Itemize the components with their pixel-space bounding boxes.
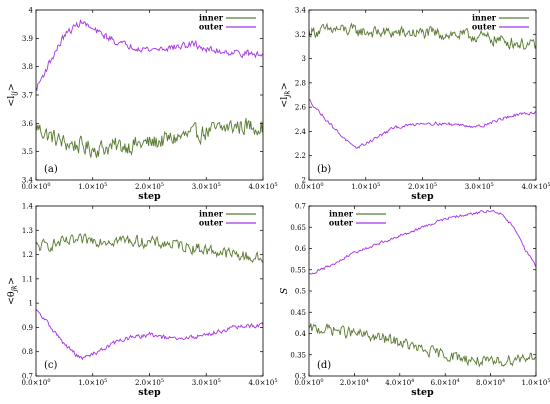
y-tick-label: 0.45: [290, 309, 306, 317]
legend-label-inner: inner: [199, 209, 224, 219]
x-tick-label: 3.0×105: [192, 378, 221, 387]
x-tick-label: 6.0×104: [431, 378, 460, 387]
y-tick-label: 2: [302, 177, 306, 185]
chart-panel-2: 2 2.2 2.4 2.6 2.8 3 3.2 3.4 0.0×100 1.0×105 2.0×10…: [279, 7, 550, 203]
y-tick-label: 2.6: [295, 104, 307, 112]
x-tick-label: 0.0×100: [294, 378, 323, 387]
series-line-inner: [309, 323, 536, 368]
series-line-outer: [309, 98, 536, 149]
x-tick-label: 2.0×105: [408, 182, 437, 191]
series-line-outer: [309, 209, 536, 275]
x-tick-label: 4.0×105: [248, 378, 277, 387]
x-tick-label: 0.0×100: [21, 378, 50, 387]
chart-panel-4: 0.3 0.35 0.4 0.45 0.5 0.55 0.6 0.65 0.7 0.0×100 2.…: [279, 203, 550, 399]
legend-label-outer: outer: [199, 22, 224, 32]
x-tick-label: 8.0×104: [476, 378, 505, 387]
legend-label-outer: outer: [472, 22, 497, 32]
legend-label-inner: inner: [329, 209, 354, 219]
y-tick-label: 3.4: [295, 7, 307, 15]
plot-frame: [35, 205, 264, 377]
chart-panel-1: 3.4 3.5 3.6 3.7 3.8 3.9 4 0.0×100 1.0×105 2.0×105…: [6, 7, 278, 203]
x-tick-label: 0.0×100: [294, 182, 323, 191]
x-axis-label: step: [138, 387, 161, 398]
y-tick-label: 1.1: [22, 275, 33, 283]
y-axis-label: <lij>: [6, 83, 19, 106]
x-axis-label: step: [138, 191, 161, 202]
legend-label-inner: inner: [199, 13, 224, 23]
series-line-inner: [309, 22, 536, 51]
y-tick-label: 3: [302, 55, 306, 63]
panel-label: (d): [317, 360, 331, 371]
y-tick-label: 0.8: [22, 348, 33, 356]
x-tick-label: 2.0×105: [135, 378, 164, 387]
x-tick-label: 4.0×104: [385, 378, 414, 387]
y-tick-label: 3.9: [22, 35, 33, 43]
y-tick-label: 1.2: [22, 251, 33, 259]
y-tick-label: 0.35: [290, 351, 306, 359]
plot-frame: [35, 9, 264, 181]
y-tick-label: 0.55: [290, 266, 306, 274]
x-tick-label: 1.0×105: [351, 182, 380, 191]
y-tick-label: 3.6: [22, 120, 34, 128]
y-tick-label: 0.65: [290, 224, 306, 232]
y-tick-label: 0.3: [295, 373, 306, 381]
series-line-inner: [36, 233, 263, 264]
y-tick-label: 2.8: [295, 79, 306, 87]
x-tick-label: 4.0×105: [521, 182, 550, 191]
legend-label-outer: outer: [199, 218, 224, 228]
y-tick-label: 2.2: [295, 152, 306, 160]
y-tick-label: 3.2: [295, 31, 306, 39]
x-tick-label: 3.0×105: [465, 182, 494, 191]
y-tick-label: 0.4: [295, 330, 307, 338]
x-tick-label: 3.0×105: [192, 182, 221, 191]
legend-label-outer: outer: [329, 218, 354, 228]
plot-frame: [308, 205, 537, 377]
panel-label: (b): [317, 164, 331, 175]
y-tick-label: 4: [29, 7, 34, 15]
chart-panel-3: 0.7 0.8 0.9 1 1.1 1.2 1.3 1.4 0.0×100 1.0×105 2.0×…: [6, 203, 278, 399]
y-tick-label: 1.3: [22, 227, 33, 235]
x-tick-label: 2.0×105: [135, 182, 164, 191]
y-tick-label: 0.7: [295, 203, 306, 211]
y-tick-label: 0.7: [22, 373, 33, 381]
x-axis-label: step: [411, 191, 434, 202]
x-tick-label: 0.0×100: [21, 182, 50, 191]
y-tick-label: 3.7: [22, 92, 33, 100]
y-axis-label: <ljk>: [279, 82, 292, 107]
y-tick-label: 1: [29, 300, 33, 308]
x-tick-label: 1.0×105: [78, 378, 107, 387]
y-tick-label: 0.9: [22, 324, 33, 332]
y-tick-label: 3.8: [22, 63, 33, 71]
panel-label: (a): [44, 164, 58, 175]
x-tick-label: 1.0×105: [78, 182, 107, 191]
x-tick-label: 4.0×105: [248, 182, 277, 191]
series-line-outer: [36, 309, 263, 361]
y-tick-label: 3.4: [22, 177, 34, 185]
x-tick-label: 2.0×104: [340, 378, 369, 387]
series-line-outer: [36, 19, 263, 92]
y-axis-label: S: [279, 287, 290, 294]
plot-frame: [308, 9, 537, 181]
series-line-inner: [36, 118, 263, 158]
y-tick-label: 1.4: [22, 203, 34, 211]
panel-label: (c): [44, 360, 58, 371]
x-tick-label: 1.0×105: [521, 378, 550, 387]
y-tick-label: 3.5: [22, 148, 33, 156]
y-tick-label: 0.5: [295, 288, 306, 296]
y-tick-label: 0.6: [295, 245, 307, 253]
y-tick-label: 2.4: [295, 128, 307, 136]
legend-label-inner: inner: [472, 13, 497, 23]
x-axis-label: step: [411, 387, 434, 398]
y-axis-label: <θjk>: [6, 277, 19, 305]
